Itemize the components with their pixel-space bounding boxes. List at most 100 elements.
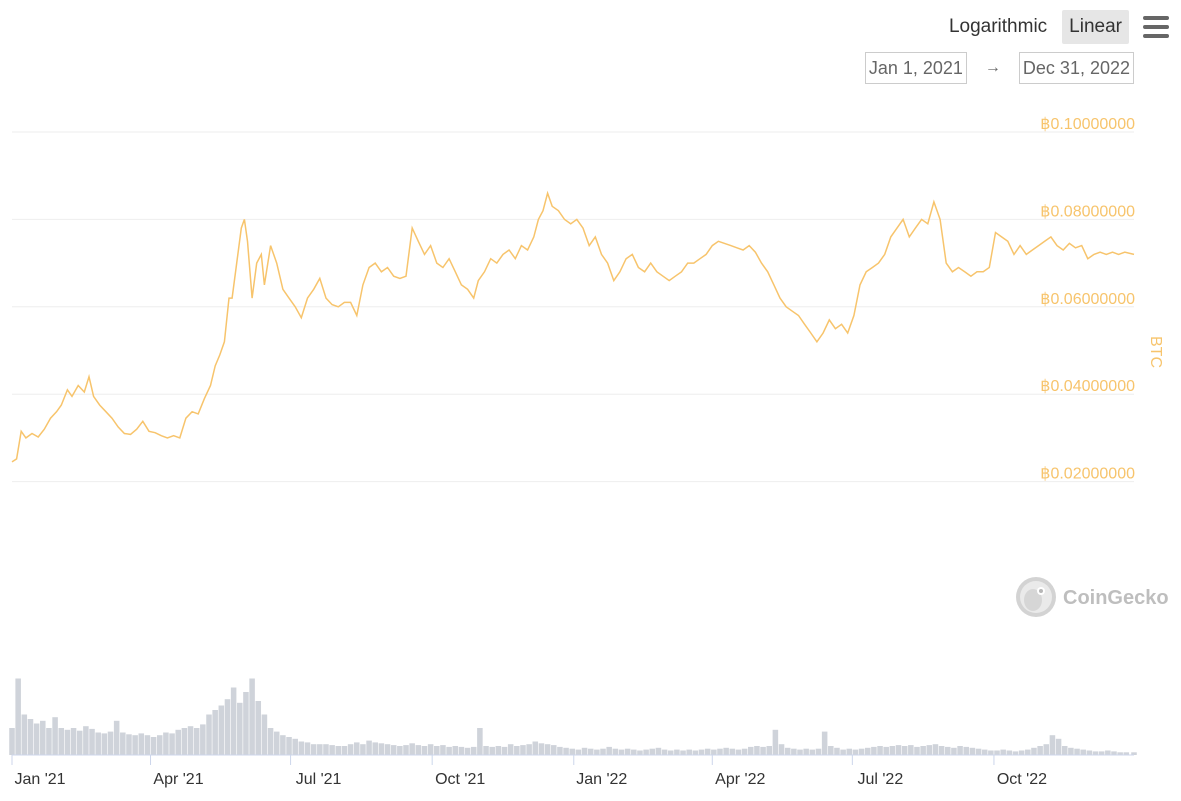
end-date-input[interactable]: Dec 31, 2022 — [1018, 52, 1134, 84]
volume-bar — [427, 744, 434, 755]
volume-bar — [187, 726, 194, 755]
volume-bar — [606, 746, 612, 755]
volume-bar — [440, 745, 446, 755]
volume-bar — [1025, 749, 1031, 755]
volume-bar — [994, 750, 1000, 755]
volume-bar — [988, 750, 994, 755]
volume-bar — [150, 737, 157, 755]
volume-bar — [1092, 751, 1099, 755]
volume-bar — [378, 743, 385, 755]
volume-bar — [778, 744, 785, 755]
volume-bar — [101, 733, 108, 755]
volume-bar — [667, 750, 674, 755]
volume-bar — [938, 746, 945, 755]
volume-bar — [224, 699, 231, 755]
volume-bar — [569, 748, 575, 755]
volume-bar — [1000, 749, 1006, 755]
volume-bar — [649, 748, 656, 755]
volume-bar — [464, 747, 471, 755]
volume-bar — [871, 746, 877, 755]
volume-bar — [852, 749, 859, 755]
volume-bar — [64, 729, 71, 755]
x-axis-ticks: Jan '21 Apr '21 Jul '21 Oct '21 Jan '22 Apr '… — [11, 754, 1134, 788]
volume-bar — [126, 734, 132, 755]
volume-bar — [729, 748, 736, 755]
volume-bar — [1018, 750, 1025, 755]
volume-bar — [643, 749, 649, 755]
chart-toolbar: Logarithmic Linear — [942, 10, 1169, 44]
volume-bar — [261, 714, 268, 755]
volume-bar — [267, 728, 274, 755]
hamburger-menu-icon[interactable] — [1143, 16, 1169, 38]
volume-bar — [347, 744, 354, 755]
volume-bar — [1086, 750, 1093, 755]
volume-bar — [120, 732, 126, 755]
volume-bar — [218, 705, 225, 755]
volume-bar — [206, 714, 212, 755]
volume-bar — [15, 678, 21, 755]
x-tick-label: Jan '21 — [14, 771, 65, 788]
volume-bar — [335, 746, 342, 755]
volume-bar — [397, 746, 403, 755]
x-tick-label: Apr '22 — [715, 771, 765, 788]
volume-bar — [612, 748, 619, 755]
volume-bar — [1043, 744, 1050, 755]
volume-bar — [138, 733, 145, 755]
volume-bar — [1068, 747, 1074, 755]
volume-bar — [304, 742, 311, 755]
volume-bar — [895, 745, 902, 755]
volume-bar — [83, 726, 89, 755]
volume-bar — [969, 747, 976, 755]
volume-bar — [951, 747, 957, 755]
volume-bar — [600, 748, 606, 755]
volume-bar — [9, 728, 15, 755]
volume-bar — [323, 744, 329, 755]
linear-button[interactable]: Linear — [1062, 10, 1129, 44]
volume-bar — [735, 749, 742, 755]
volume-bar — [33, 723, 40, 755]
volume-bar — [175, 729, 181, 755]
volume-bar — [532, 741, 539, 755]
volume-bar — [21, 714, 28, 755]
logarithmic-button[interactable]: Logarithmic — [948, 16, 1048, 37]
volume-bar — [840, 749, 846, 755]
volume-bar — [353, 742, 360, 755]
volume-bar — [113, 720, 120, 755]
volume-bar — [747, 746, 754, 755]
volume-bar — [1049, 735, 1056, 755]
volume-bar — [95, 732, 101, 755]
volume-bar — [310, 744, 317, 755]
x-tick-label: Oct '21 — [435, 771, 485, 788]
date-range-selector: Jan 1, 2021 → Dec 31, 2022 — [864, 52, 1134, 84]
volume-bar — [784, 747, 791, 755]
volume-bar — [452, 746, 459, 755]
volume-bar — [766, 746, 773, 755]
start-date-input[interactable]: Jan 1, 2021 — [864, 52, 967, 84]
volume-bar — [27, 719, 34, 755]
volume-bar — [563, 747, 569, 755]
volume-bar — [243, 692, 249, 755]
volume-bar — [791, 748, 797, 755]
volume-bar — [1131, 752, 1137, 755]
volume-bar — [809, 749, 816, 755]
volume-bar — [587, 748, 594, 755]
volume-bar — [249, 678, 255, 755]
gridlines — [12, 131, 1134, 483]
volume-bar — [680, 750, 686, 755]
volume-bar — [470, 746, 477, 755]
volume-bar — [704, 748, 711, 755]
volume-bar — [920, 746, 926, 755]
volume-bar — [286, 737, 292, 755]
volume-bar — [415, 745, 422, 755]
volume-bar — [846, 748, 853, 755]
volume-bar — [280, 735, 286, 755]
volume-bar — [507, 744, 514, 755]
volume-bar — [403, 745, 409, 755]
volume-bar — [1123, 752, 1130, 755]
volume-bar — [58, 728, 65, 755]
volume-bar — [1111, 751, 1117, 755]
volume-bar — [390, 745, 397, 755]
volume-bar — [803, 748, 809, 755]
volume-bar — [932, 744, 939, 755]
